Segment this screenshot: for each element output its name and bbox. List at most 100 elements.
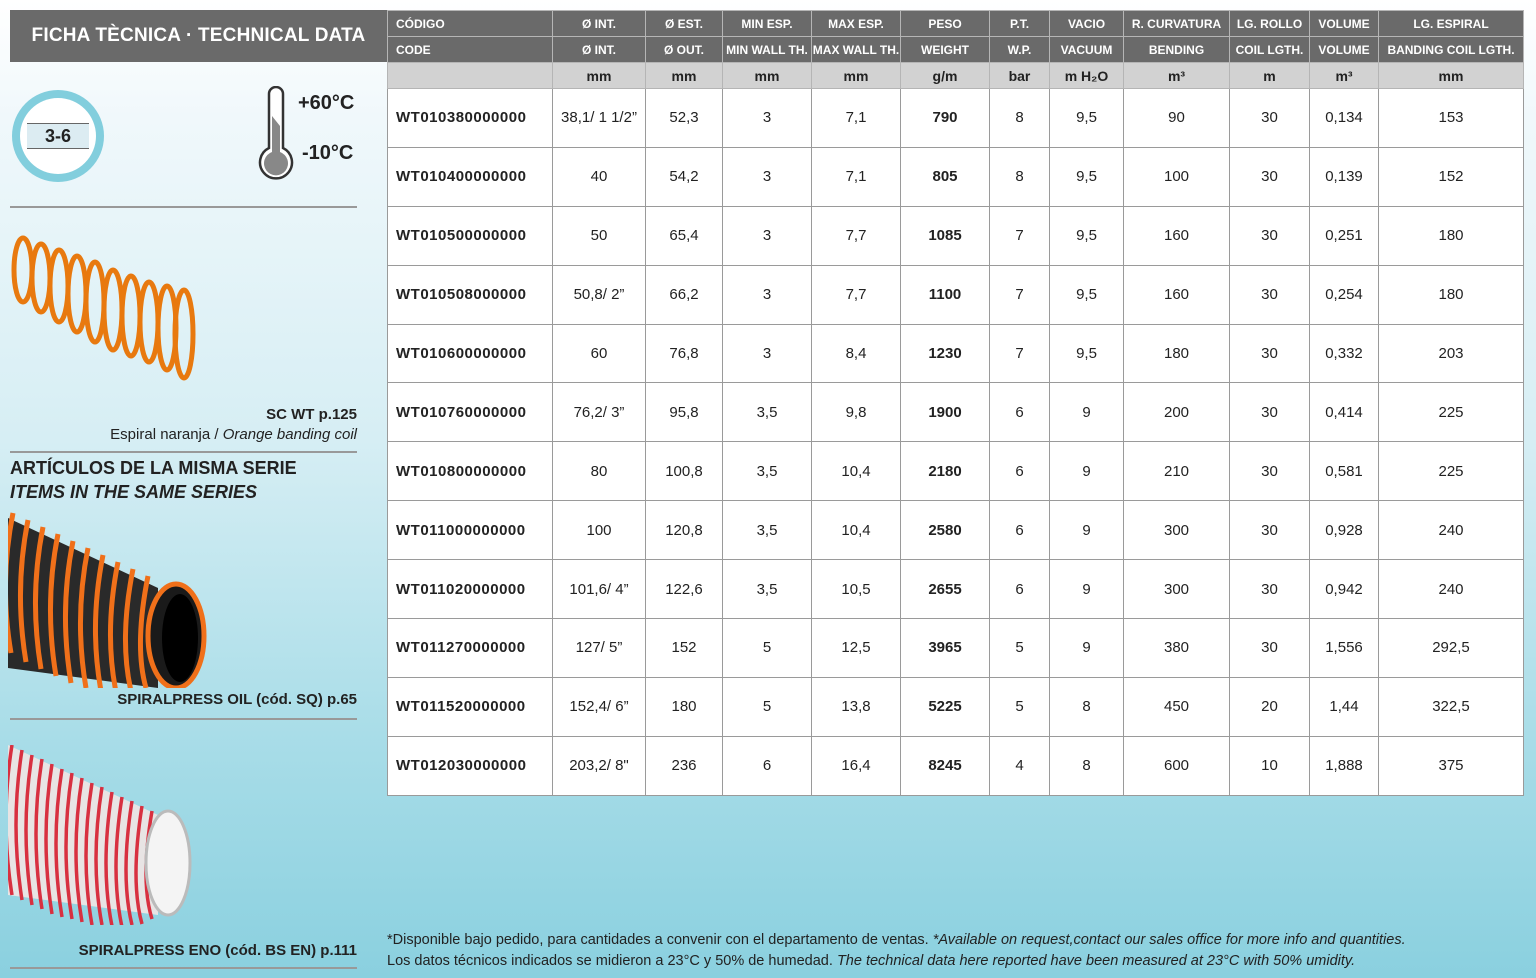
table-cell: 100: [1123, 146, 1230, 207]
table-cell: 80: [552, 441, 646, 502]
table-cell: 3: [722, 323, 812, 384]
divider: [10, 451, 357, 453]
table-cell: 5: [722, 618, 812, 678]
table-cell: 3: [722, 264, 812, 325]
table-cell: 3: [722, 205, 812, 266]
column-header: MAX WALL TH.: [811, 36, 901, 63]
min-temperature: -10°C: [302, 142, 354, 164]
product-code: WT011520000000: [387, 676, 553, 737]
footnote-es: Los datos técnicos indicados se midieron…: [387, 953, 837, 969]
table-cell: 30: [1229, 205, 1310, 266]
divider: [10, 967, 357, 969]
table-cell: 153: [1378, 88, 1524, 148]
table-row: WT010500000000 50 65,4 3 7,7 1085 7 9,5 160 30 0,2…: [387, 205, 1524, 266]
table-cell: 50: [552, 205, 646, 266]
table-cell: 210: [1123, 441, 1230, 502]
table-cell: 30: [1229, 323, 1310, 384]
column-header: W.P.: [989, 36, 1050, 63]
table-cell: 9: [1049, 618, 1124, 678]
product-code: WT011270000000: [387, 618, 553, 678]
table-cell: 240: [1378, 559, 1524, 620]
column-header: VACIO: [1049, 10, 1124, 37]
table-cell: 6: [989, 500, 1050, 561]
table-cell: 10: [1229, 735, 1310, 796]
table-cell: 100: [552, 500, 646, 561]
pressure-value: 3-6: [27, 123, 89, 149]
table-row: WT010800000000 80 100,8 3,5 10,4 2180 6 9 210 30 0…: [387, 441, 1524, 502]
table-cell: 90: [1123, 88, 1230, 148]
table-cell: 1230: [900, 323, 990, 384]
divider: [10, 718, 357, 720]
table-cell: 380: [1123, 618, 1230, 678]
table-cell: 3: [722, 88, 812, 148]
column-header: Ø OUT.: [645, 36, 723, 63]
table-cell: 7,7: [811, 264, 901, 325]
table-cell: 5: [989, 676, 1050, 737]
table-row: WT012030000000 203,2/ 8" 236 6 16,4 8245 4 8 600…: [387, 735, 1524, 796]
column-header: [387, 62, 553, 89]
caption-es: Espiral naranja /: [110, 426, 223, 443]
table-cell: 7: [989, 264, 1050, 325]
column-header: Ø EST.: [645, 10, 723, 37]
table-cell: 3,5: [722, 382, 812, 443]
spiralpress-eno-hose-image[interactable]: [8, 745, 193, 925]
table-cell: 203: [1378, 323, 1524, 384]
table-cell: 600: [1123, 735, 1230, 796]
table-cell: 8245: [900, 735, 990, 796]
table-cell: 0,134: [1309, 88, 1379, 148]
caption-en: Orange banding coil: [222, 426, 357, 443]
column-header: mm: [811, 62, 901, 89]
table-cell: 7: [989, 205, 1050, 266]
table-cell: 8: [1049, 676, 1124, 737]
table-cell: 450: [1123, 676, 1230, 737]
table-cell: 30: [1229, 146, 1310, 207]
table-cell: 65,4: [645, 205, 723, 266]
table-cell: 13,8: [811, 676, 901, 737]
table-cell: 152: [1378, 146, 1524, 207]
table-cell: 9,5: [1049, 146, 1124, 207]
table-row: WT010508000000 50,8/ 2” 66,2 3 7,7 1100 7 9,5 16…: [387, 264, 1524, 325]
table-cell: 8: [989, 146, 1050, 207]
spiralpress-oil-hose-image[interactable]: [8, 508, 208, 688]
table-row: WT010760000000 76,2/ 3” 95,8 3,5 9,8 1900 6 9 20…: [387, 382, 1524, 443]
table-cell: 16,4: [811, 735, 901, 796]
thermometer-icon: [258, 86, 294, 180]
column-header: BANDING COIL LGTH.: [1378, 36, 1524, 63]
table-cell: 5225: [900, 676, 990, 737]
footnote-es: *Disponible bajo pedido, para cantidades…: [387, 932, 933, 948]
table-row: WT011020000000 101,6/ 4” 122,6 3,5 10,5 2655 6…: [387, 559, 1524, 620]
product-code: WT011020000000: [387, 559, 553, 620]
table-cell: 9,5: [1049, 205, 1124, 266]
column-header: PESO: [900, 10, 990, 37]
banding-coil-reference[interactable]: SC WT p.125: [266, 406, 357, 423]
table-cell: 10,5: [811, 559, 901, 620]
table-cell: 160: [1123, 205, 1230, 266]
column-header: LG. ROLLO: [1229, 10, 1310, 37]
table-cell: 9: [1049, 382, 1124, 443]
table-cell: 76,2/ 3”: [552, 382, 646, 443]
table-cell: 54,2: [645, 146, 723, 207]
product-code: WT010600000000: [387, 323, 553, 384]
table-cell: 805: [900, 146, 990, 207]
table-cell: 4: [989, 735, 1050, 796]
orange-banding-coil-image: [11, 235, 196, 381]
column-header: mm: [722, 62, 812, 89]
column-header: MAX ESP.: [811, 10, 901, 37]
table-cell: 0,414: [1309, 382, 1379, 443]
product-code: WT010380000000: [387, 88, 553, 148]
spiralpress-oil-link[interactable]: SPIRALPRESS OIL (cód. SQ) p.65: [117, 691, 357, 708]
table-cell: 38,1/ 1 1/2”: [552, 88, 646, 148]
column-header: R. CURVATURA: [1123, 10, 1230, 37]
table-cell: 1100: [900, 264, 990, 325]
column-header: CÓDIGO: [387, 10, 553, 37]
table-cell: 0,332: [1309, 323, 1379, 384]
max-temperature: +60°C: [298, 92, 355, 114]
table-row: WT011520000000 152,4/ 6” 180 5 13,8 5225 5 8 450…: [387, 676, 1524, 737]
product-code: WT011000000000: [387, 500, 553, 561]
table-row: WT010600000000 60 76,8 3 8,4 1230 7 9,5 180 30 0,3…: [387, 323, 1524, 384]
spiralpress-eno-link[interactable]: SPIRALPRESS ENO (cód. BS EN) p.111: [78, 942, 357, 959]
column-header: P.T.: [989, 10, 1050, 37]
table-cell: 50,8/ 2”: [552, 264, 646, 325]
column-header: WEIGHT: [900, 36, 990, 63]
table-cell: 8,4: [811, 323, 901, 384]
